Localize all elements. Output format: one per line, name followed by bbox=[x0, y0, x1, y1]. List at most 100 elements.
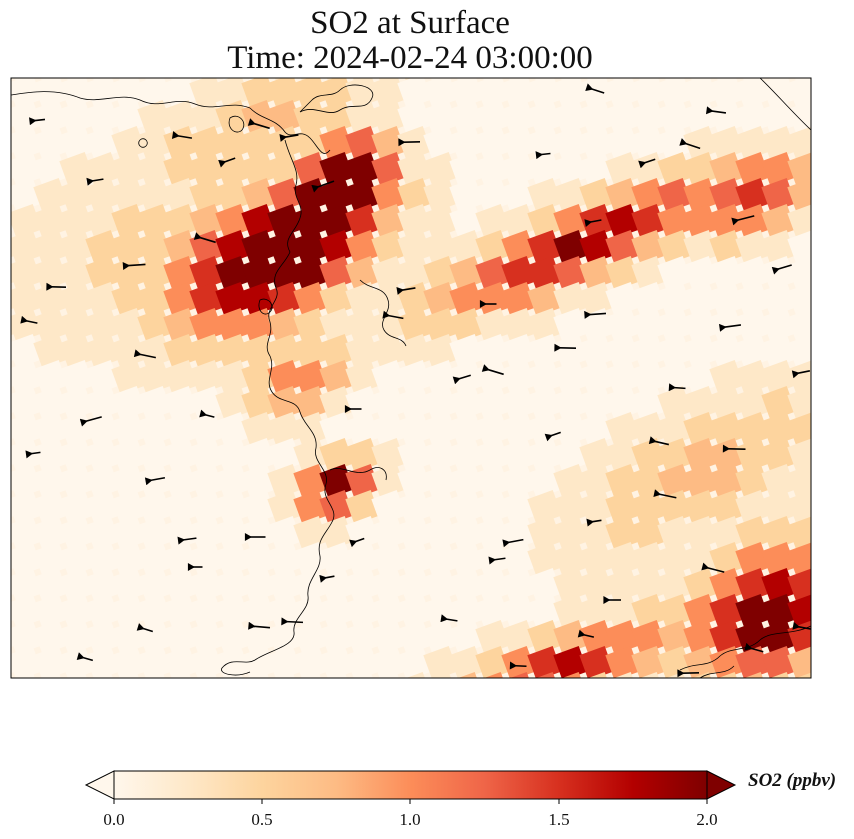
so2-cell bbox=[709, 593, 744, 629]
so2-cell bbox=[319, 333, 354, 369]
so2-cell bbox=[553, 593, 588, 629]
so2-cell bbox=[527, 78, 562, 109]
so2-cell bbox=[59, 385, 94, 421]
so2-cell bbox=[163, 593, 198, 629]
so2-cell bbox=[11, 541, 42, 577]
coastlines bbox=[11, 78, 811, 678]
so2-cell bbox=[267, 593, 302, 629]
wind-vector-arrow bbox=[25, 450, 41, 459]
so2-cell bbox=[605, 151, 640, 187]
so2-cell bbox=[423, 437, 458, 473]
so2-cell bbox=[267, 411, 302, 447]
so2-cell bbox=[397, 463, 432, 499]
so2-cell bbox=[449, 463, 484, 499]
so2-cell bbox=[111, 203, 146, 239]
so2-cell bbox=[501, 229, 536, 265]
so2-cell bbox=[59, 281, 94, 317]
so2-cell bbox=[605, 359, 640, 395]
so2-cell bbox=[163, 515, 198, 551]
so2-cell bbox=[553, 619, 588, 655]
so2-cell bbox=[215, 333, 250, 369]
so2-cell bbox=[683, 359, 718, 395]
so2-cell bbox=[11, 619, 42, 655]
so2-cell bbox=[163, 78, 198, 109]
so2-cell bbox=[761, 541, 796, 577]
so2-cell bbox=[735, 255, 770, 291]
wind-vector-arrow bbox=[744, 642, 764, 653]
so2-cell bbox=[397, 333, 432, 369]
so2-cell bbox=[33, 385, 68, 421]
so2-cell bbox=[657, 385, 692, 421]
so2-cell bbox=[319, 489, 354, 525]
so2-cell bbox=[215, 255, 250, 291]
so2-cell bbox=[553, 359, 588, 395]
so2-cell bbox=[111, 307, 146, 343]
so2-cell bbox=[631, 385, 666, 421]
so2-cell bbox=[345, 593, 380, 629]
so2-cell bbox=[761, 437, 796, 473]
so2-cell bbox=[85, 385, 120, 421]
so2-cell bbox=[59, 78, 94, 109]
so2-cell bbox=[683, 385, 718, 421]
so2-cell bbox=[85, 177, 120, 213]
so2-cell bbox=[553, 307, 588, 343]
so2-cell bbox=[553, 567, 588, 603]
so2-cell bbox=[735, 177, 770, 213]
wind-vector-arrow bbox=[122, 261, 146, 270]
so2-cell bbox=[709, 99, 744, 135]
so2-cell bbox=[11, 333, 42, 369]
so2-cell bbox=[163, 385, 198, 421]
so2-cell bbox=[449, 567, 484, 603]
so2-cell bbox=[267, 385, 302, 421]
so2-cell bbox=[59, 229, 94, 265]
so2-cell bbox=[527, 255, 562, 291]
so2-cell bbox=[371, 541, 406, 577]
so2-cell bbox=[631, 151, 666, 187]
so2-cell bbox=[527, 593, 562, 629]
so2-cell bbox=[11, 177, 42, 213]
wind-vector-arrow bbox=[481, 364, 504, 376]
so2-cell bbox=[11, 515, 42, 551]
so2-cell bbox=[735, 541, 770, 577]
so2-cell bbox=[111, 333, 146, 369]
so2-cell bbox=[423, 125, 458, 161]
so2-cell bbox=[111, 177, 146, 213]
so2-cell bbox=[501, 125, 536, 161]
so2-cell bbox=[293, 229, 328, 265]
so2-cell bbox=[475, 515, 510, 551]
so2-cell bbox=[501, 541, 536, 577]
so2-cell bbox=[319, 437, 354, 473]
so2-cell bbox=[345, 359, 380, 395]
so2-cell bbox=[527, 411, 562, 447]
so2-cell bbox=[657, 359, 692, 395]
so2-cell bbox=[449, 281, 484, 317]
so2-cell bbox=[11, 281, 42, 317]
so2-cell bbox=[787, 593, 811, 629]
so2-cell bbox=[605, 125, 640, 161]
so2-cell bbox=[449, 385, 484, 421]
so2-cell bbox=[683, 411, 718, 447]
so2-cell bbox=[189, 489, 224, 525]
so2-cell bbox=[605, 567, 640, 603]
so2-cell bbox=[59, 515, 94, 551]
so2-cell bbox=[33, 411, 68, 447]
so2-cell bbox=[605, 281, 640, 317]
so2-cell bbox=[449, 255, 484, 291]
map-time-title: Time: 2024-02-24 03:00:00 bbox=[227, 40, 593, 76]
so2-cell bbox=[241, 359, 276, 395]
so2-cell bbox=[423, 515, 458, 551]
so2-cell bbox=[605, 541, 640, 577]
so2-cell bbox=[553, 437, 588, 473]
so2-cell bbox=[163, 567, 198, 603]
so2-cell bbox=[501, 99, 536, 135]
colorbar-label: SO2 (ppbv) bbox=[748, 770, 837, 791]
so2-cell bbox=[59, 645, 94, 678]
so2-cell bbox=[215, 645, 250, 678]
so2-cell bbox=[579, 463, 614, 499]
so2-cell bbox=[111, 645, 146, 678]
so2-cell bbox=[397, 489, 432, 525]
so2-cell bbox=[709, 333, 744, 369]
so2-cell bbox=[345, 541, 380, 577]
so2-cell bbox=[423, 281, 458, 317]
